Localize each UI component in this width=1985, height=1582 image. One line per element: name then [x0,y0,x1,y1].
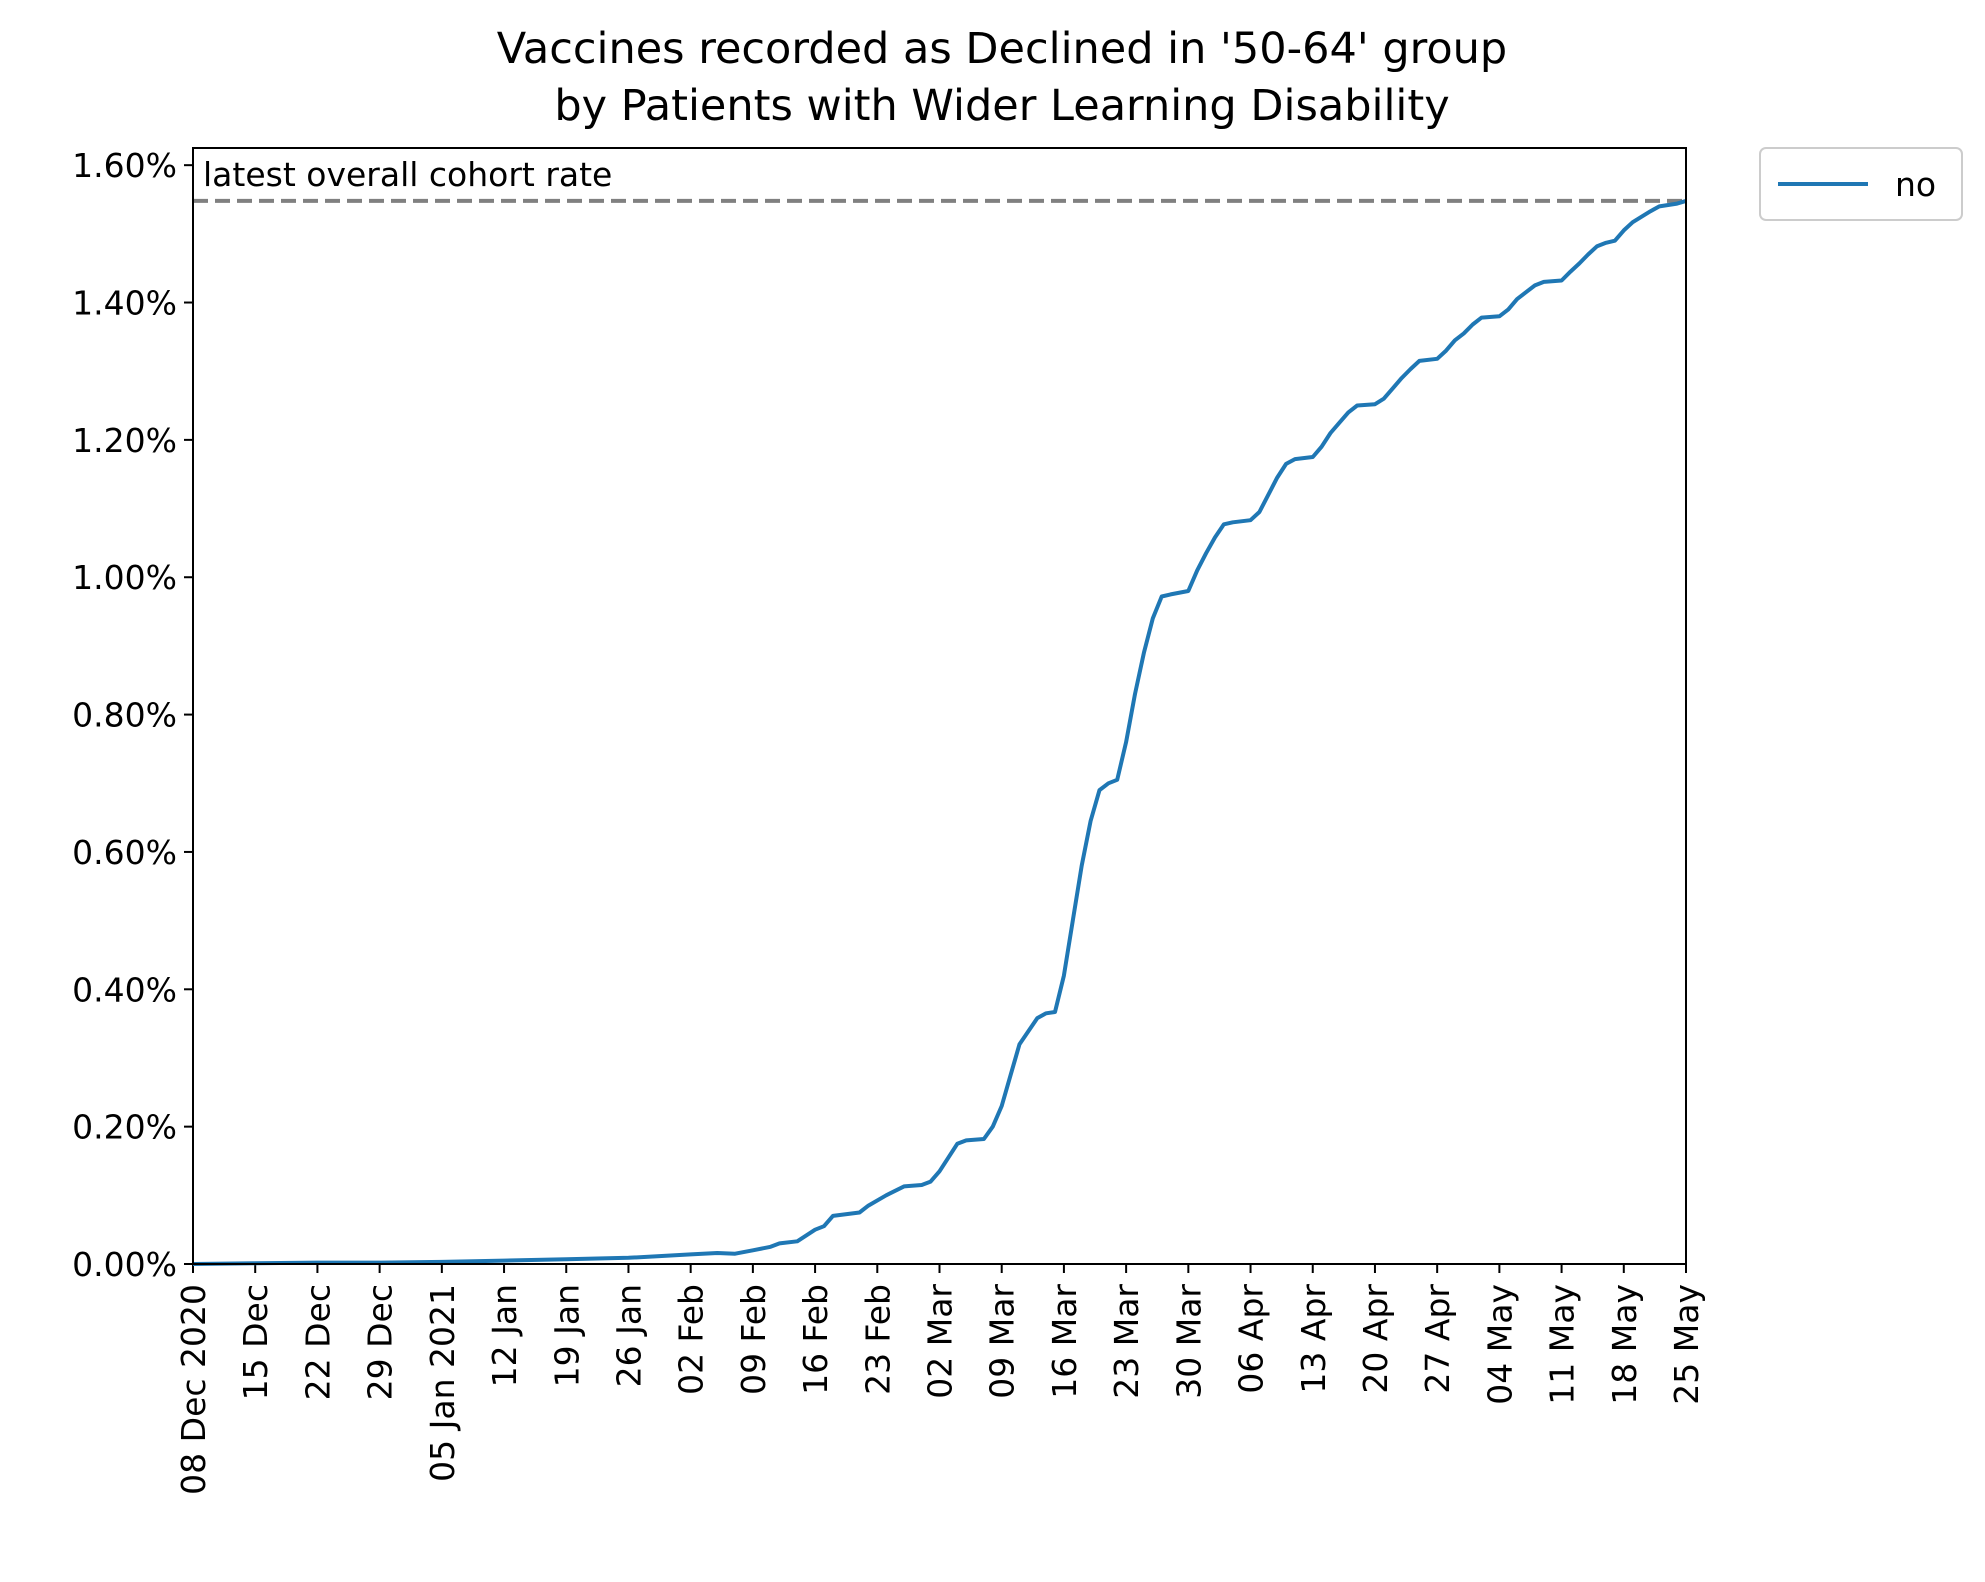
x-tick-label: 30 Mar [1169,1284,1208,1399]
series-line-no [192,198,1687,1266]
x-tick-label: 08 Dec 2020 [174,1284,213,1495]
x-tick-label: 05 Jan 2021 [423,1284,462,1482]
x-tick-label: 13 Apr [1294,1284,1333,1394]
y-tick-label: 1.00% [72,558,177,597]
x-tick-label: 06 Apr [1232,1284,1271,1394]
x-tick-label: 23 Mar [1107,1284,1146,1399]
x-tick-label: 19 Jan [547,1284,586,1387]
x-tick-label: 29 Dec [361,1284,400,1400]
x-tick-label: 16 Mar [1045,1284,1084,1399]
x-tick-label: 11 May [1543,1284,1582,1405]
x-tick-label: 02 Mar [921,1284,960,1399]
x-tick-label: 02 Feb [672,1284,711,1395]
y-tick-label: 0.20% [72,1108,177,1147]
chart-title: Vaccines recorded as Declined in '50-64'… [497,24,1507,74]
x-tick-label: 09 Feb [734,1284,773,1395]
x-tick-label: 12 Jan [485,1284,524,1387]
legend-label-no: no [1895,165,1936,204]
legend: no [1759,147,1963,221]
y-tick-label: 0.60% [72,833,177,872]
x-tick-label: 23 Feb [858,1284,897,1395]
x-tick-label: 09 Mar [983,1284,1022,1399]
x-tick-label: 04 May [1480,1284,1519,1405]
x-tick-label: 18 May [1605,1284,1644,1405]
x-tick-label: 22 Dec [298,1284,337,1400]
y-axis: 0.00% 0.20% 0.40% 0.60% 0.80% 1.00% 1.20% 1.40%… [72,146,193,1284]
reference-line-label: latest overall cohort rate [203,155,612,194]
chart-subtitle: by Patients with Wider Learning Disabili… [554,81,1449,131]
x-tick-label: 16 Feb [796,1284,835,1395]
x-tick-label: 26 Jan [609,1284,648,1387]
y-tick-label: 0.00% [72,1245,177,1284]
plot-frame [192,147,1687,1265]
y-tick-label: 1.40% [72,284,177,323]
y-tick-label: 1.20% [72,421,177,460]
x-tick-label: 25 May [1667,1284,1706,1405]
y-tick-label: 1.60% [72,146,177,185]
y-tick-label: 0.40% [72,970,177,1009]
x-tick-label: 27 Apr [1418,1284,1457,1394]
x-tick-label: 15 Dec [236,1284,275,1400]
y-tick-label: 0.80% [72,696,177,735]
x-tick-label: 20 Apr [1356,1284,1395,1394]
x-axis: 08 Dec 2020 15 Dec 22 Dec 29 Dec 05 Jan 2021… [174,1264,1706,1495]
